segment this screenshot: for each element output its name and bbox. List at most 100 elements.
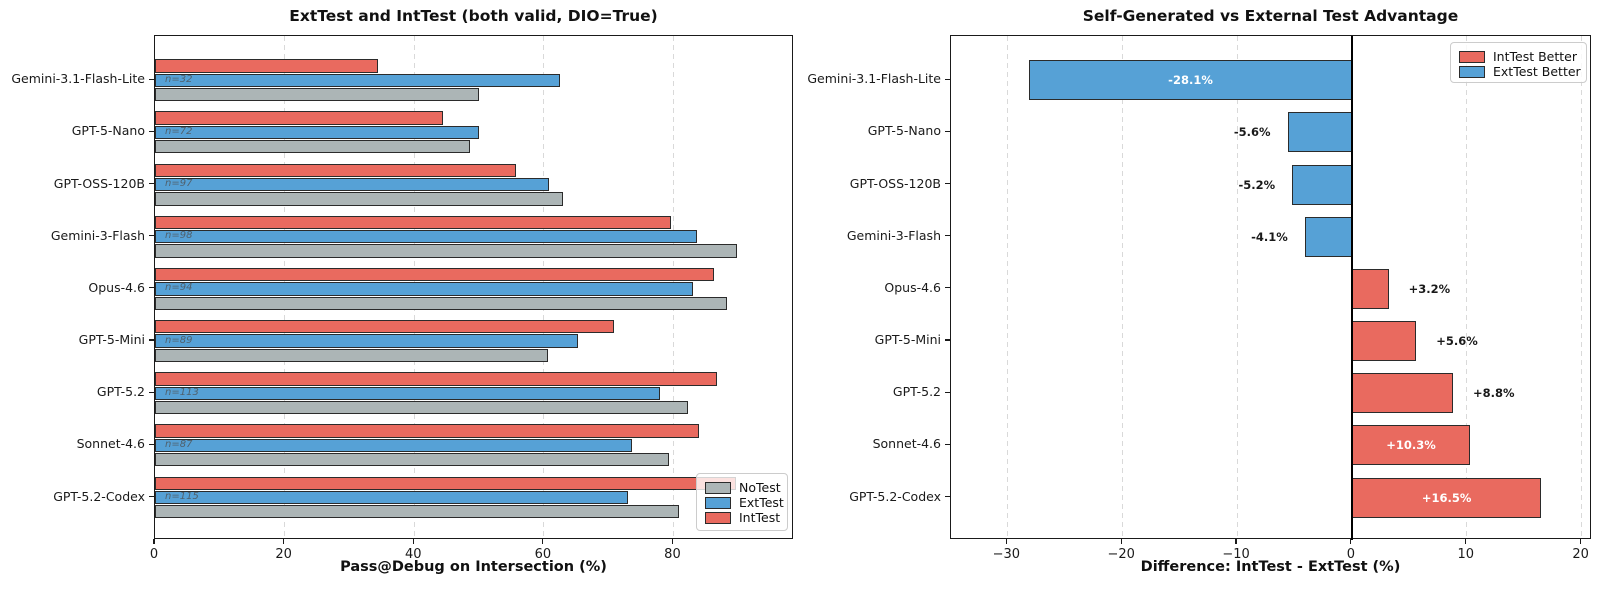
x-tick-label-0: 0 [149, 547, 159, 562]
y-axis-label-gpt-oss-120b: GPT-OSS-120B [849, 175, 941, 191]
x-tick-20 [283, 539, 285, 544]
inttest-bar-gpt-oss-120b [155, 163, 516, 177]
y-tick-gpt-5-2 [945, 391, 950, 393]
diff-bar-opus-4-6 [1351, 268, 1389, 309]
diff-value-label-gpt-oss-120b: -5.2% [1238, 177, 1276, 192]
x-tick-label-20: 20 [1572, 547, 1589, 562]
y-axis-label-opus-4-6: Opus-4.6 [88, 279, 145, 295]
notest-bar-gpt-oss-120b [155, 192, 563, 206]
sample-size-label-gpt-5-2-codex: n=115 [165, 491, 199, 502]
y-tick-gemini-3-flash [149, 235, 154, 237]
legend-row-inttest: IntTest [705, 510, 781, 525]
right-xlabel: Difference: IntTest - ExtTest (%) [1140, 559, 1401, 575]
gridline-x--30 [1006, 36, 1008, 540]
diff-bar-sonnet-4-6 [1351, 425, 1471, 466]
x-tick-label-20: 20 [275, 547, 292, 562]
diff-value-label-gemini-3-1-flash-lite: -28.1% [1168, 73, 1213, 88]
legend-label-exttest-better: ExtTest Better [1493, 64, 1581, 79]
legend-label-inttest: IntTest [739, 510, 781, 525]
y-axis-label-gpt-5-2: GPT-5.2 [96, 384, 145, 400]
inttest-bar-opus-4-6 [155, 267, 714, 282]
legend-label-inttest-better: IntTest Better [1493, 49, 1577, 64]
diff-value-label-gpt-5-mini: +5.6% [1436, 334, 1478, 349]
diff-bar-gpt-5-2 [1351, 373, 1453, 414]
y-axis-label-gpt-5-nano: GPT-5-Nano [867, 123, 941, 139]
exttest-bar-gemini-3-flash [155, 230, 698, 244]
exttest-bar-gpt-5-mini [155, 334, 578, 348]
diff-value-label-gpt-5-2-codex: +16.5% [1421, 490, 1472, 505]
notest-bar-gpt-5-2-codex [155, 505, 680, 519]
y-tick-gpt-oss-120b [945, 183, 950, 185]
diff-value-label-gemini-3-flash: -4.1% [1251, 229, 1288, 244]
inttest-bar-sonnet-4-6 [155, 424, 699, 438]
notest-swatch-icon [705, 481, 731, 494]
x-tick-label-80: 80 [664, 547, 681, 562]
y-tick-gemini-3-flash [945, 235, 950, 237]
y-axis-label-opus-4-6: Opus-4.6 [884, 279, 941, 295]
notest-bar-opus-4-6 [155, 296, 728, 310]
x-tick-label-0: 0 [1346, 547, 1356, 562]
exttest-bar-gemini-3-1-flash-lite [155, 73, 561, 87]
x-tick-0 [153, 539, 155, 544]
y-tick-gemini-3-1-flash-lite [945, 78, 950, 80]
sample-size-label-opus-4-6: n=94 [165, 282, 193, 294]
x-tick-0 [1350, 539, 1352, 544]
legend-row-notest: NoTest [705, 480, 781, 495]
inttest-better-swatch-icon [1459, 50, 1485, 63]
left-chart-title: ExtTest and IntTest (both valid, DIO=Tru… [289, 7, 658, 25]
y-tick-gpt-5-mini [945, 339, 950, 341]
legend-row-exttest: ExtTest [705, 495, 784, 510]
x-tick--20 [1120, 539, 1122, 544]
inttest-bar-gemini-3-1-flash-lite [155, 59, 378, 73]
y-axis-label-sonnet-4-6: Sonnet-4.6 [872, 436, 941, 452]
y-axis-label-gemini-3-1-flash-lite: Gemini-3.1-Flash-Lite [807, 71, 941, 87]
y-axis-label-gpt-5-2-codex: GPT-5.2-Codex [53, 488, 145, 504]
y-axis-label-gpt-oss-120b: GPT-OSS-120B [53, 175, 145, 191]
y-axis-label-sonnet-4-6: Sonnet-4.6 [76, 436, 145, 452]
y-tick-sonnet-4-6 [149, 443, 154, 445]
x-tick-label--20: −20 [1107, 547, 1135, 562]
y-tick-gpt-5-2 [149, 391, 154, 393]
notest-bar-gpt-5-2 [155, 400, 689, 415]
y-axis-label-gemini-3-flash: Gemini-3-Flash [50, 227, 145, 243]
y-tick-gpt-5-mini [149, 339, 154, 341]
exttest-bar-gpt-5-nano [155, 125, 480, 140]
exttest-bar-gpt-oss-120b [155, 177, 550, 192]
diff-bar-gemini-3-1-flash-lite [1029, 60, 1352, 101]
exttest-better-swatch-icon [1459, 65, 1485, 78]
sample-size-label-gpt-5-2: n=113 [165, 386, 199, 398]
exttest-bar-sonnet-4-6 [155, 438, 632, 453]
inttest-bar-gpt-5-2 [155, 372, 717, 386]
y-axis-label-gpt-5-nano: GPT-5-Nano [71, 123, 145, 139]
y-tick-gpt-5-nano [945, 130, 950, 133]
exttest-bar-opus-4-6 [155, 282, 693, 296]
x-tick-40 [412, 539, 414, 544]
inttest-bar-gpt-5-nano [155, 111, 443, 125]
y-tick-gpt-5-nano [149, 130, 154, 133]
x-tick-label--30: −30 [992, 547, 1020, 562]
legend-row-exttest-better: ExtTest Better [1459, 64, 1581, 79]
diff-bar-gpt-5-2-codex [1351, 477, 1542, 518]
notest-bar-gemini-3-1-flash-lite [155, 87, 480, 102]
y-tick-opus-4-6 [945, 287, 950, 289]
y-tick-sonnet-4-6 [945, 443, 950, 445]
y-tick-opus-4-6 [149, 287, 154, 289]
x-tick-label-60: 60 [534, 547, 552, 562]
legend-label-exttest: ExtTest [739, 495, 784, 510]
legend-label-notest: NoTest [739, 480, 781, 495]
left-axes: n=32 n=72 n=97 n=98 n=94 n=89 n=113 n=87 n=115 [154, 35, 793, 540]
sample-size-label-gpt-5-mini: n=89 [165, 334, 193, 346]
y-tick-gpt-5-2-codex [945, 495, 950, 498]
diff-bar-gemini-3-flash [1304, 216, 1352, 257]
sample-size-label-gemini-3-flash: n=98 [165, 230, 193, 242]
y-tick-gpt-oss-120b [149, 183, 154, 185]
y-axis-label-gemini-3-1-flash-lite: Gemini-3.1-Flash-Lite [11, 71, 145, 87]
diff-bar-gpt-5-nano [1287, 112, 1352, 153]
diff-bar-gpt-oss-120b [1292, 164, 1352, 205]
y-tick-gpt-5-2-codex [149, 495, 154, 498]
exttest-bar-gpt-5-2-codex [155, 490, 629, 505]
inttest-bar-gpt-5-2-codex [155, 476, 736, 490]
zero-line [1350, 36, 1353, 540]
notest-bar-gpt-5-mini [155, 348, 549, 363]
gridline-x-10 [1466, 36, 1468, 540]
